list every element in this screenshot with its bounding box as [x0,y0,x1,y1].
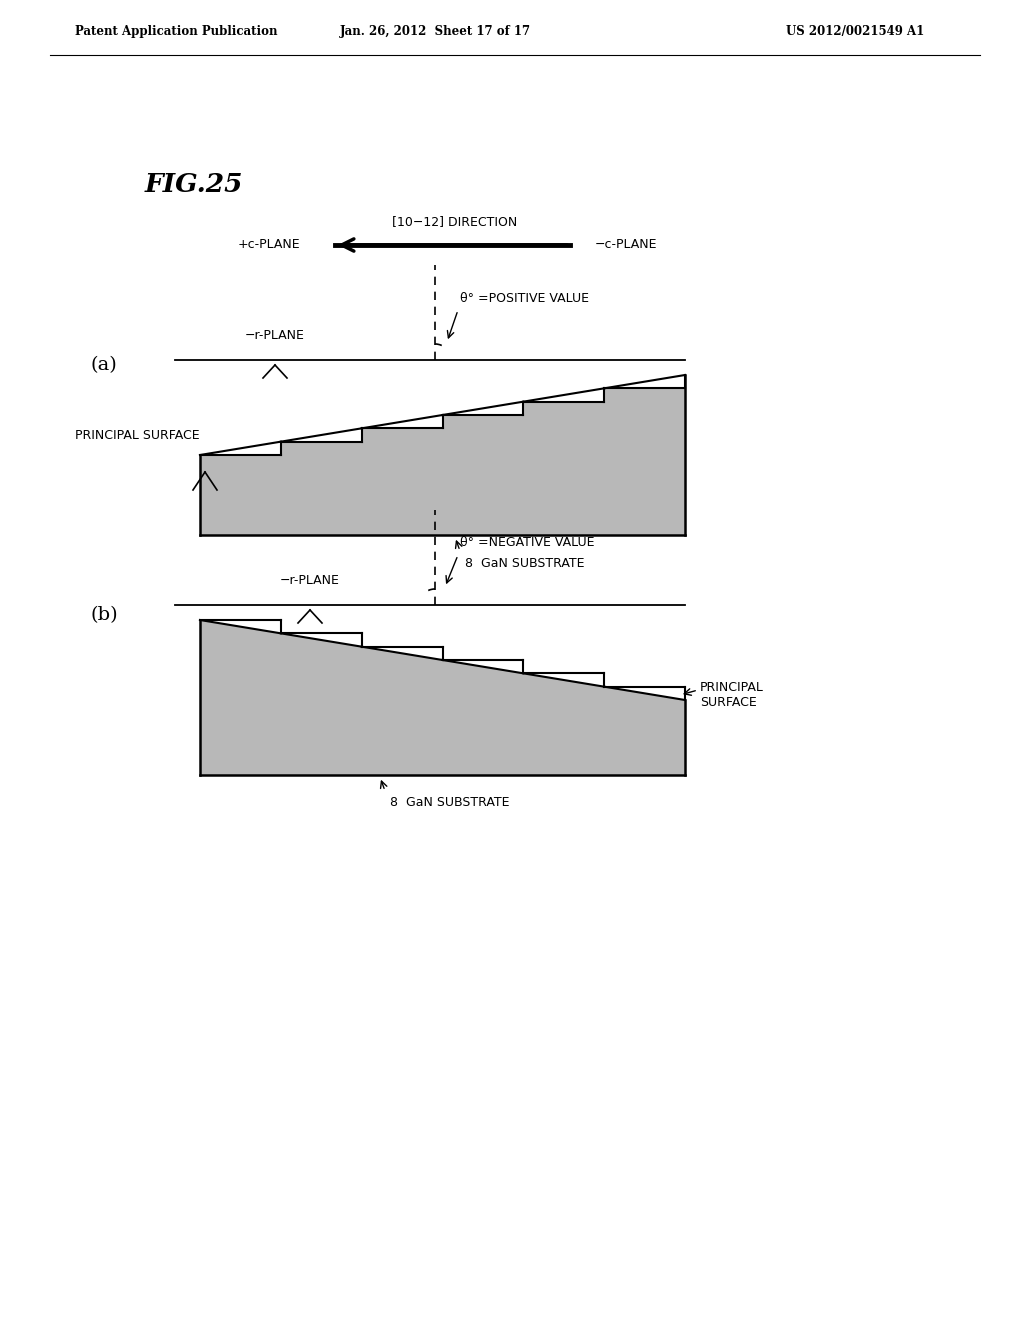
Text: Patent Application Publication: Patent Application Publication [75,25,278,38]
Polygon shape [361,647,442,660]
Polygon shape [604,686,685,700]
Text: θ° =POSITIVE VALUE: θ° =POSITIVE VALUE [460,292,589,305]
Text: +c-PLANE: +c-PLANE [238,239,300,252]
Polygon shape [361,414,442,428]
Text: −c-PLANE: −c-PLANE [595,239,657,252]
Text: θ° =NEGATIVE VALUE: θ° =NEGATIVE VALUE [460,536,595,549]
Text: US 2012/0021549 A1: US 2012/0021549 A1 [785,25,924,38]
Polygon shape [200,442,281,455]
Polygon shape [200,375,685,535]
Polygon shape [200,620,281,634]
Text: FIG.25: FIG.25 [145,173,244,198]
Polygon shape [281,428,361,442]
Text: (a): (a) [90,356,117,374]
Text: PRINCIPAL SURFACE: PRINCIPAL SURFACE [75,429,200,442]
Text: −r-PLANE: −r-PLANE [280,574,340,587]
Polygon shape [442,660,523,673]
Text: PRINCIPAL
SURFACE: PRINCIPAL SURFACE [700,681,764,709]
Polygon shape [281,634,361,647]
Polygon shape [523,388,604,401]
Text: 8  GaN SUBSTRATE: 8 GaN SUBSTRATE [465,557,585,569]
Text: 8  GaN SUBSTRATE: 8 GaN SUBSTRATE [390,796,510,809]
Polygon shape [200,620,685,775]
Text: (b): (b) [90,606,118,624]
Polygon shape [523,673,604,686]
Text: Jan. 26, 2012  Sheet 17 of 17: Jan. 26, 2012 Sheet 17 of 17 [339,25,530,38]
Text: −r-PLANE: −r-PLANE [245,329,305,342]
Polygon shape [442,401,523,414]
Polygon shape [604,375,685,388]
Text: [10−12] DIRECTION: [10−12] DIRECTION [392,215,517,228]
